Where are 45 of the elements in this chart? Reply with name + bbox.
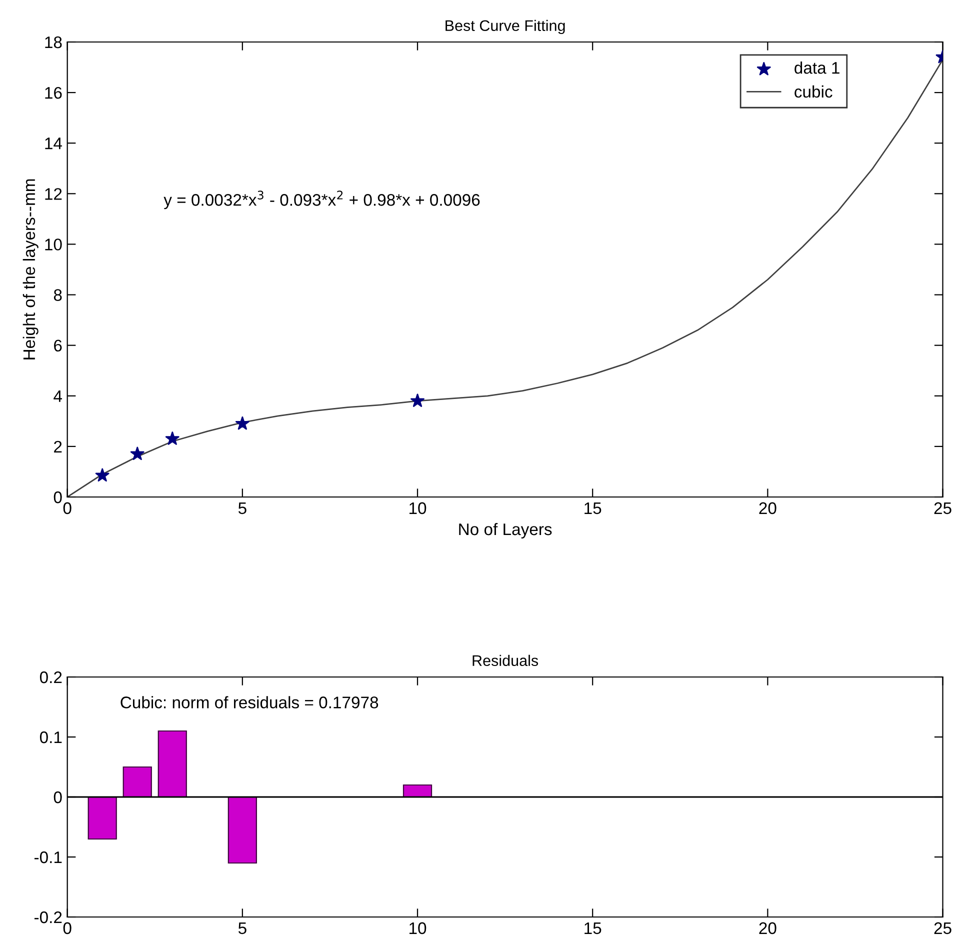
legend-label: data 1 bbox=[794, 62, 840, 74]
y-tick-label: 16 bbox=[45, 86, 62, 99]
x-tick-label: 10 bbox=[410, 502, 426, 514]
x-tick-label: 10 bbox=[410, 922, 426, 934]
x-tick-label: 5 bbox=[238, 922, 246, 934]
chart-title: Best Curve Fitting bbox=[446, 20, 565, 34]
y-tick-label: -0.2 bbox=[34, 911, 62, 924]
annotation: Cubic: norm of residuals = 0.17978 bbox=[120, 696, 378, 708]
x-axis-title: No of Layers bbox=[459, 522, 552, 538]
y-tick-label: 18 bbox=[45, 36, 62, 48]
bar bbox=[158, 730, 187, 798]
x-tick-label: 20 bbox=[759, 922, 776, 934]
point bbox=[410, 394, 424, 407]
y-tick-label: 4 bbox=[54, 390, 62, 402]
y-tick-label: 2 bbox=[54, 440, 62, 452]
point bbox=[165, 432, 180, 445]
point bbox=[95, 468, 110, 482]
x-tick-label: 25 bbox=[934, 922, 952, 934]
point bbox=[130, 446, 144, 460]
y-tick-label: 0.2 bbox=[40, 671, 62, 684]
point bbox=[235, 416, 250, 430]
y-tick-label: 0.1 bbox=[40, 731, 62, 744]
x-tick-label: 15 bbox=[584, 502, 602, 514]
y-tick-label: 0 bbox=[54, 491, 62, 504]
x-tick-label: 20 bbox=[759, 502, 776, 514]
y-tick-label: 10 bbox=[45, 238, 62, 250]
x-tick-label: 5 bbox=[238, 502, 246, 514]
y-tick-label: 14 bbox=[45, 138, 62, 150]
x-tick-label: 25 bbox=[934, 502, 952, 514]
y-tick-label: 0 bbox=[54, 791, 62, 804]
y-tick-label: 6 bbox=[54, 340, 62, 352]
bar bbox=[402, 784, 432, 798]
annotation: y = 0.0032*x$^{3}$ - 0.093*x$^{2}$ + 0.98*x + 0.0096 bbox=[164, 190, 480, 210]
legend-label: cubic bbox=[794, 85, 832, 98]
y-tick-label: -0.1 bbox=[34, 851, 62, 864]
y-tick-label: 8 bbox=[54, 289, 62, 301]
x-tick-label: 0 bbox=[63, 922, 72, 934]
bar bbox=[122, 766, 152, 798]
x-tick-label: 0 bbox=[63, 502, 72, 514]
y-axis-title: Height of the layers--mm bbox=[22, 179, 38, 360]
bar bbox=[228, 796, 257, 864]
x-tick-label: 15 bbox=[584, 922, 602, 934]
bar bbox=[88, 796, 117, 840]
y-tick-label: 12 bbox=[45, 188, 62, 200]
chart-title: Residuals bbox=[472, 654, 538, 666]
